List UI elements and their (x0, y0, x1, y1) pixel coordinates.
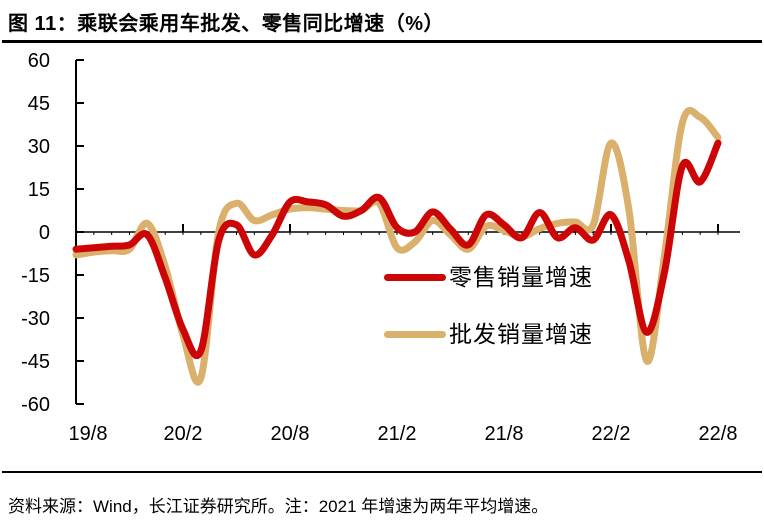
legend-item-wholesale: 批发销量增速 (384, 319, 593, 349)
y-axis-tick-label: 60 (28, 50, 50, 72)
x-axis-tick-label: 20/8 (271, 423, 310, 445)
x-axis-tick-label: 21/2 (378, 423, 417, 445)
y-axis-tick-label: -60 (21, 394, 50, 416)
wholesale-line-swatch (384, 330, 446, 338)
y-axis-tick-label: 15 (28, 179, 50, 201)
y-axis-tick-label: 30 (28, 136, 50, 158)
x-axis-tick-label: 22/8 (699, 423, 738, 445)
y-axis-tick-label: -45 (21, 351, 50, 373)
y-axis-tick-label: 0 (39, 222, 50, 244)
legend-label-retail: 零售销量增速 (449, 264, 593, 290)
title-divider (2, 40, 762, 43)
legend-label-wholesale: 批发销量增速 (449, 321, 593, 347)
x-axis-tick-label: 22/2 (592, 423, 631, 445)
x-axis-tick-label: 21/8 (485, 423, 524, 445)
source-note: 资料来源：Wind，长江证券研究所。注：2021 年增速为两年平均增速。 (8, 497, 549, 516)
y-axis-tick-label: -30 (21, 308, 50, 330)
retail-series-line (72, 139, 722, 360)
y-axis-tick-label: 45 (28, 93, 50, 115)
footer-divider (2, 471, 762, 473)
legend-item-retail: 零售销量增速 (384, 262, 593, 292)
wholesale-series-line (72, 107, 722, 386)
retail-line-swatch (384, 273, 446, 281)
x-axis-tick-label: 19/8 (69, 423, 108, 445)
y-axis-tick-label: -15 (21, 265, 50, 287)
x-axis-tick-label: 20/2 (164, 423, 203, 445)
chart-title: 图 11：乘联会乘用车批发、零售同比增速（%） (8, 13, 444, 35)
